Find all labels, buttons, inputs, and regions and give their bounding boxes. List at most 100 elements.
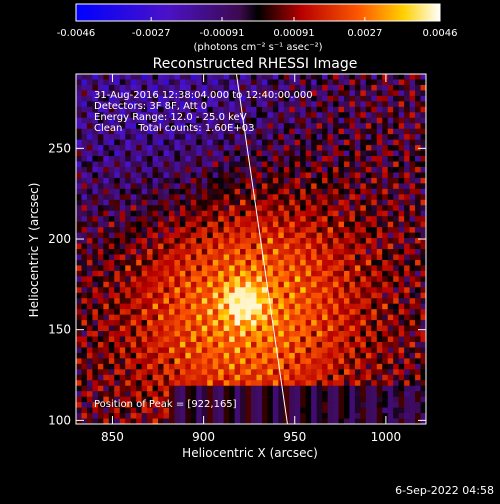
heatmap-cell (163, 134, 170, 141)
heatmap-cell (415, 227, 421, 233)
heatmap-cell (393, 205, 400, 212)
heatmap-cell (371, 112, 378, 119)
heatmap-cell (415, 331, 421, 337)
heatmap-cell (185, 270, 192, 277)
heatmap-cell (349, 314, 356, 321)
heatmap-cell (251, 347, 257, 354)
heatmap-cell (147, 413, 153, 419)
heatmap-cell (119, 352, 126, 359)
heatmap-cell (261, 216, 268, 223)
heatmap-cell (316, 358, 323, 365)
heatmap-cell (245, 145, 252, 151)
heatmap-cell (229, 238, 235, 244)
heatmap-cell (327, 276, 334, 283)
heatmap-cell (261, 145, 268, 151)
heatmap-cell (212, 216, 219, 223)
heatmap-cell (398, 374, 405, 381)
heatmap-cell (398, 199, 405, 206)
heatmap-cell (218, 216, 225, 223)
heatmap-cell (300, 369, 307, 376)
heatmap-cell (190, 117, 197, 124)
heatmap-cell (300, 331, 307, 337)
heatmap-cell (409, 259, 416, 266)
heatmap-cell (130, 385, 137, 392)
heatmap-cell (261, 238, 268, 244)
heatmap-cell (97, 74, 104, 80)
heatmap-cell (289, 281, 296, 288)
heatmap-cell (327, 101, 334, 108)
heatmap-cell (190, 298, 197, 305)
heatmap-cell (108, 341, 115, 348)
heatmap-cell (360, 385, 367, 392)
heatmap-cell (190, 380, 197, 387)
heatmap-cell (212, 314, 219, 321)
heatmap-cell (108, 314, 115, 321)
heatmap-cell (119, 380, 126, 387)
heatmap-cell (119, 281, 126, 288)
heatmap-cell (163, 380, 170, 387)
heatmap-cell (333, 183, 339, 190)
heatmap-cell (256, 374, 263, 381)
heatmap-cell (327, 363, 334, 370)
heatmap-cell (223, 232, 230, 239)
heatmap-cell (141, 221, 148, 228)
heatmap-cell (365, 270, 372, 277)
heatmap-cell (415, 369, 421, 376)
heatmap-cell (371, 216, 378, 223)
heatmap-cell (223, 270, 230, 277)
heatmap-cell (409, 84, 416, 91)
heatmap-cell (245, 134, 252, 141)
heatmap-cell (300, 391, 307, 398)
heatmap-cell (185, 221, 192, 228)
heatmap-cell (398, 101, 405, 108)
heatmap-cell (376, 166, 383, 173)
heatmap-cell (360, 341, 367, 348)
heatmap-cell (136, 303, 143, 310)
heatmap-cell (311, 374, 318, 381)
heatmap-cell (229, 74, 235, 80)
heatmap-cell (267, 205, 274, 212)
heatmap-cell (278, 292, 285, 299)
heatmap-cell (168, 259, 175, 266)
heatmap-cell (289, 106, 296, 113)
heatmap-cell (267, 402, 274, 408)
heatmap-cell (174, 309, 181, 316)
heatmap-cell (420, 341, 427, 348)
heatmap-cell (130, 309, 137, 316)
heatmap-cell (261, 249, 268, 255)
heatmap-cell (360, 380, 367, 387)
heatmap-cell (333, 232, 339, 239)
heatmap-cell (147, 145, 153, 151)
heatmap-cell (261, 79, 268, 86)
heatmap-cell (207, 413, 214, 419)
heatmap-cell (300, 128, 307, 135)
heatmap-cell (130, 320, 137, 326)
heatmap-cell (86, 249, 93, 255)
heatmap-cell (300, 249, 307, 255)
heatmap-cell (322, 90, 328, 97)
heatmap-cell (305, 325, 312, 332)
heatmap-cell (130, 238, 137, 244)
heatmap-cell (278, 79, 285, 86)
heatmap-cell (212, 112, 219, 119)
heatmap-cell (179, 270, 186, 277)
heatmap-cell (92, 292, 99, 299)
heatmap-cell (114, 331, 121, 337)
heatmap-cell (327, 249, 334, 255)
heatmap-cell (114, 216, 121, 223)
heatmap-cell (256, 270, 263, 277)
heatmap-cell (119, 320, 126, 326)
heatmap-cell (251, 396, 257, 403)
heatmap-cell (76, 84, 82, 91)
heatmap-cell (420, 90, 427, 97)
heatmap-cell (81, 210, 88, 217)
heatmap-cell (278, 303, 285, 310)
heatmap-cell (398, 205, 405, 212)
heatmap-cell (147, 216, 153, 223)
heatmap-cell (196, 380, 203, 387)
heatmap-cell (207, 101, 214, 108)
heatmap-cell (119, 402, 126, 408)
heatmap-cell (179, 298, 186, 305)
heatmap-cell (212, 276, 219, 283)
